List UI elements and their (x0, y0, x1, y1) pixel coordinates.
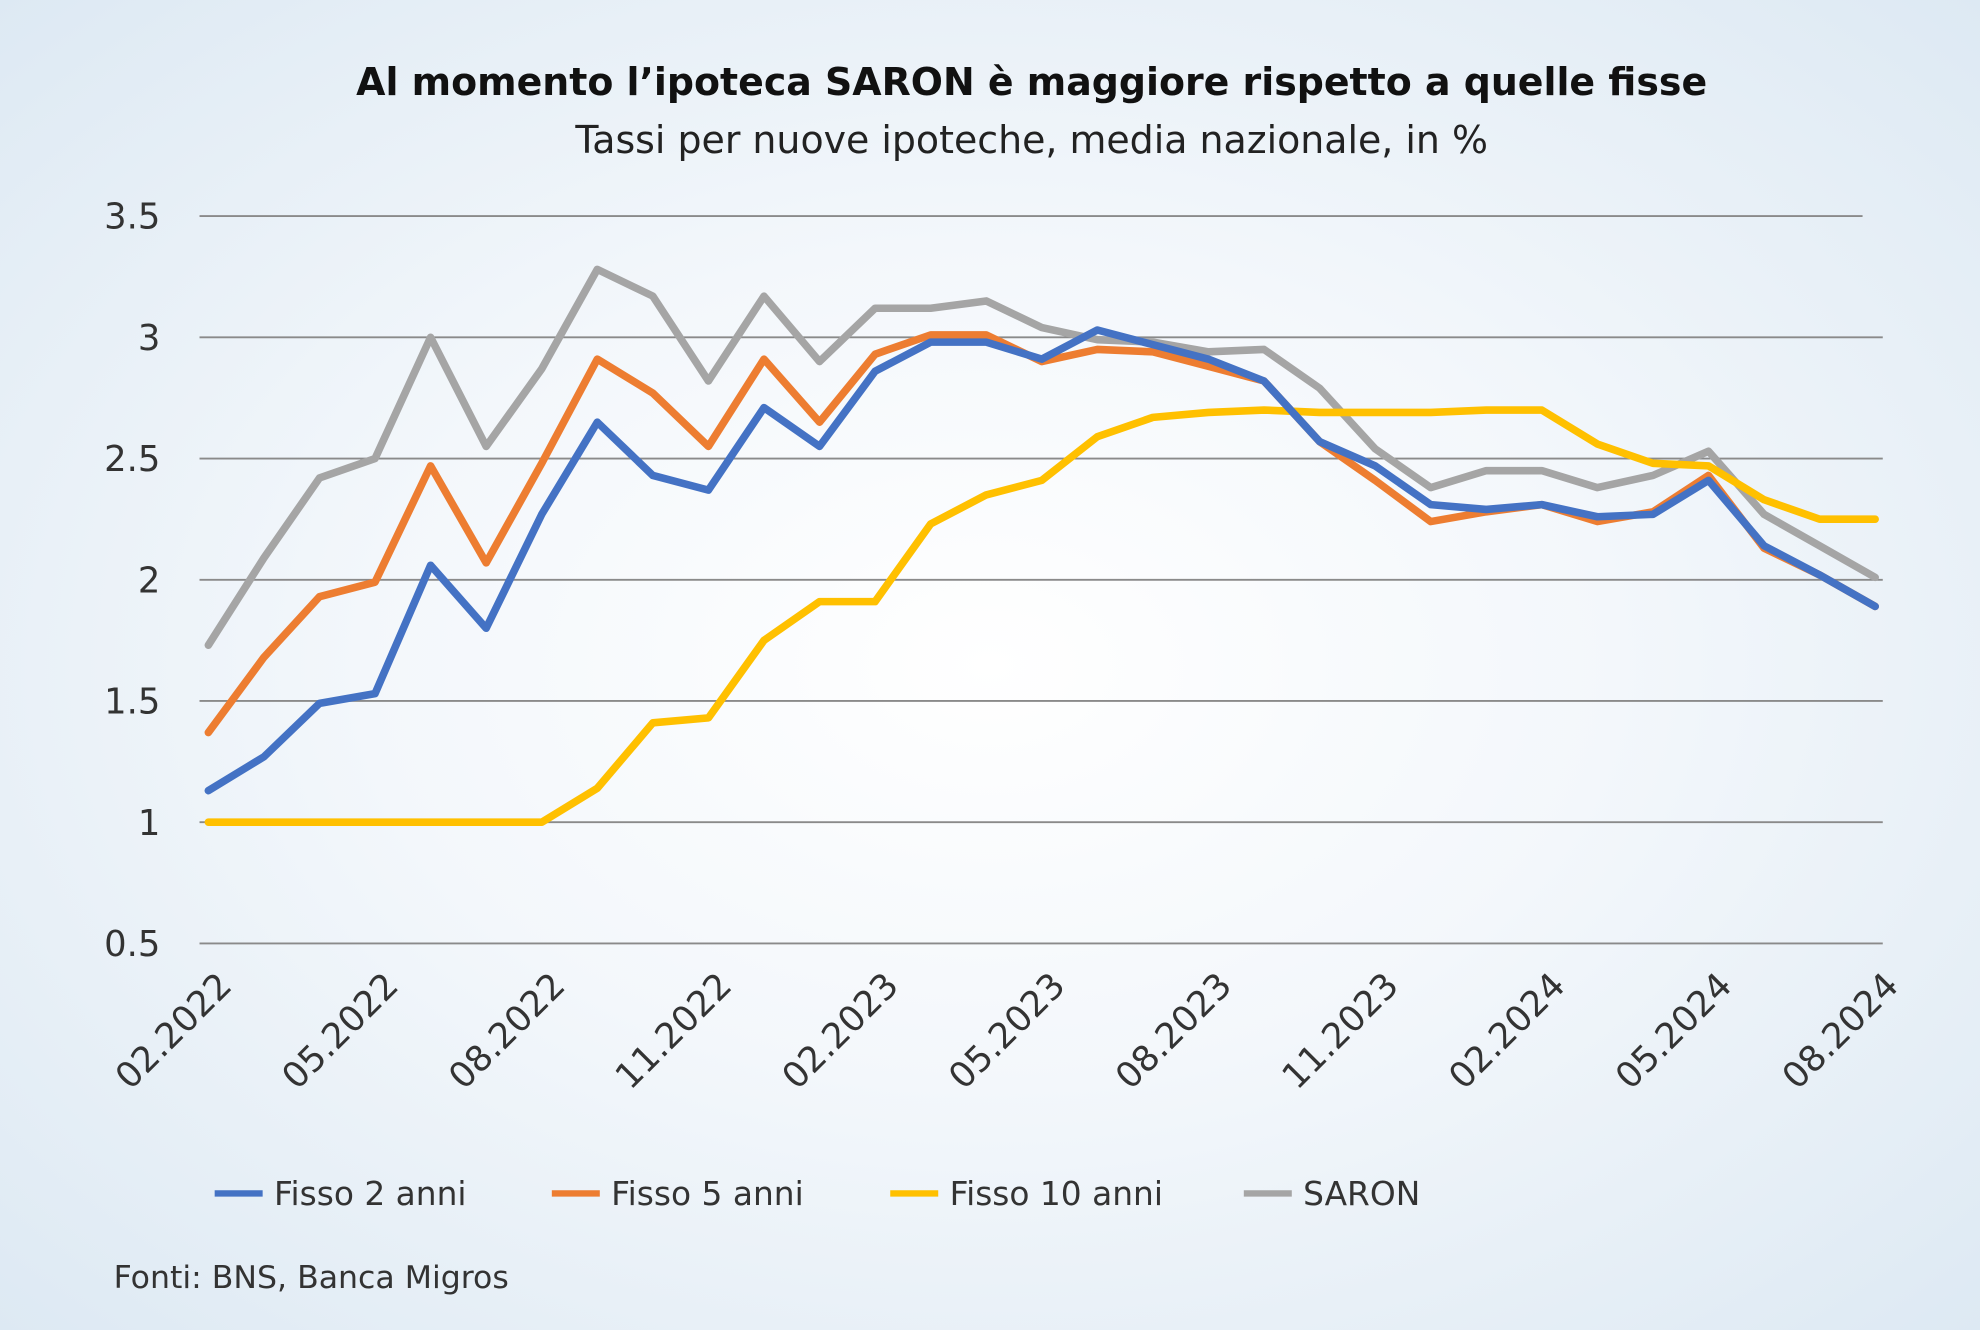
legend-label: Fisso 5 anni (611, 1175, 804, 1213)
x-axis: 02.2022 05.2022 08.2022 11.2022 02.2023 05.20… (108, 965, 1907, 1097)
x-tick-label: 02.2022 (108, 965, 240, 1097)
x-tick-label: 08.2023 (1108, 965, 1240, 1097)
source-note: Fonti: BNS, Banca Migros (114, 1260, 509, 1296)
y-tick-label: 3.5 (104, 197, 160, 238)
chart-subtitle: Tassi per nuove ipoteche, media nazional… (574, 118, 1488, 162)
x-tick-label: 02.2023 (774, 965, 906, 1097)
x-tick-label: 08.2024 (1774, 965, 1906, 1097)
legend-item: Fisso 10 anni (890, 1175, 1163, 1213)
legend-item: Fisso 2 anni (214, 1175, 467, 1213)
legend: Fisso 2 anni Fisso 5 anni Fisso 10 anni SAR… (214, 1175, 1420, 1213)
x-tick-label: 05.2024 (1608, 965, 1740, 1097)
series-line-saron (204, 265, 1879, 649)
legend-label: Fisso 10 anni (950, 1175, 1163, 1213)
y-tick-label: 3 (138, 318, 161, 359)
chart-title: Al momento l’ipoteca SARON è maggiore ri… (356, 60, 1707, 104)
y-tick-label: 2 (138, 560, 161, 601)
legend-label: SARON (1303, 1175, 1420, 1213)
x-tick-label: 08.2022 (441, 965, 573, 1097)
legend-label: Fisso 2 anni (274, 1175, 467, 1213)
y-axis: 0.5 1 1.5 2 2.5 3 3.5 (104, 197, 160, 965)
x-tick-label: 02.2024 (1441, 965, 1573, 1097)
y-tick-label: 0.5 (104, 924, 160, 965)
series-lines (204, 265, 1879, 827)
y-tick-label: 2.5 (104, 439, 160, 480)
y-tick-label: 1.5 (104, 682, 160, 723)
legend-item: Fisso 5 anni (551, 1175, 804, 1213)
legend-item: SARON (1243, 1175, 1420, 1213)
x-tick-label: 05.2023 (941, 965, 1073, 1097)
y-tick-label: 1 (138, 803, 161, 844)
x-tick-label: 11.2023 (1274, 965, 1406, 1097)
series-line-fisso-10-anni (204, 406, 1879, 827)
x-tick-label: 11.2022 (608, 965, 740, 1097)
x-tick-label: 05.2022 (274, 965, 406, 1097)
series-line-fisso-2-anni (204, 326, 1879, 795)
